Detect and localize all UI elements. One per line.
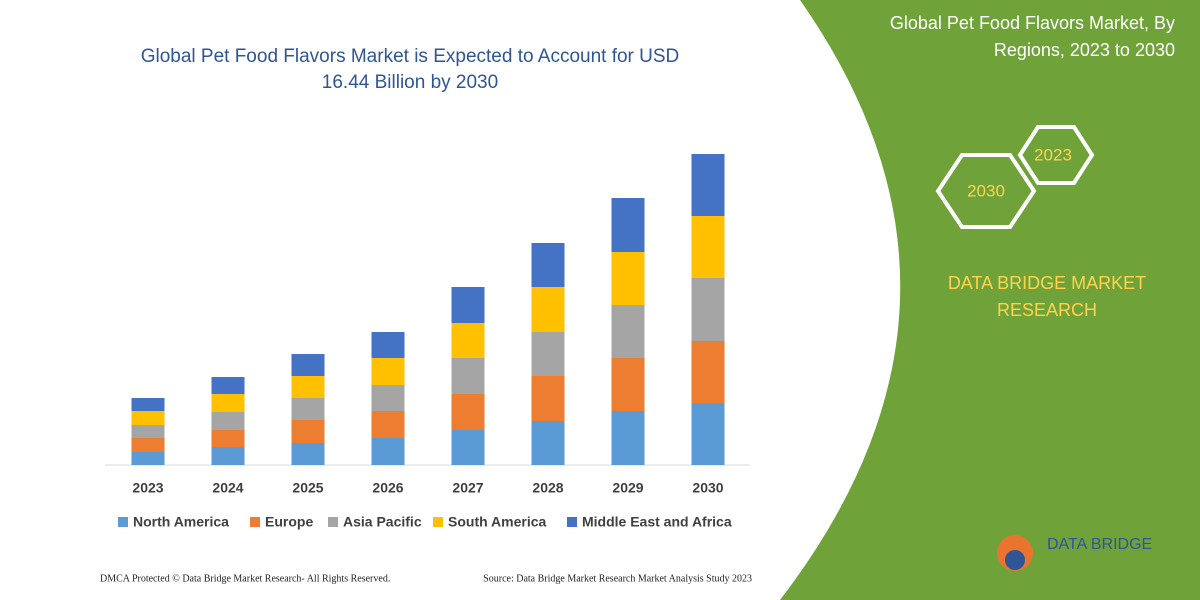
bar-segment: [451, 358, 485, 394]
panel-title: Global Pet Food Flavors Market, By: [890, 13, 1175, 33]
x-tick-label: 2023: [132, 480, 163, 496]
bar-segment: [611, 198, 645, 252]
panel-title: Regions, 2023 to 2030: [994, 40, 1175, 60]
footer-right: Source: Data Bridge Market Research Mark…: [483, 573, 752, 584]
bar-segment: [131, 425, 165, 438]
bar-segment: [211, 377, 245, 394]
chart-title: 16.44 Billion by 2030: [322, 72, 498, 93]
legend-label: Europe: [265, 514, 313, 530]
green-panel: [780, 0, 1200, 600]
bar-segment: [291, 354, 325, 376]
bar-segment: [131, 411, 165, 425]
bar-segment: [371, 358, 405, 385]
bar-segment: [531, 243, 565, 287]
logo-text: DATA BRIDGE: [1047, 536, 1152, 553]
bar-segment: [451, 394, 485, 430]
bar-segment: [691, 154, 725, 216]
bar-segment: [131, 398, 165, 411]
bar-segment: [291, 420, 325, 443]
legend-swatch: [250, 517, 260, 527]
bar-segment: [611, 252, 645, 305]
bar-segment: [611, 358, 645, 411]
bar-segment: [451, 323, 485, 358]
bar-segment: [211, 394, 245, 412]
legend-label: Middle East and Africa: [582, 514, 732, 530]
hexagon-label: 2030: [967, 181, 1005, 200]
hexagon-label: 2023: [1034, 145, 1072, 164]
bar-segment: [531, 376, 565, 421]
chart-title: Global Pet Food Flavors Market is Expect…: [141, 46, 680, 67]
bar-segment: [531, 332, 565, 376]
logo-icon: [1005, 550, 1025, 570]
x-tick-label: 2026: [372, 480, 403, 496]
bar-segment: [691, 403, 725, 465]
bar-segment: [291, 443, 325, 465]
x-tick-label: 2029: [612, 480, 643, 496]
legend-label: Asia Pacific: [343, 514, 422, 530]
x-tick-label: 2024: [212, 480, 243, 496]
bar-segment: [451, 430, 485, 465]
bar-segment: [291, 398, 325, 420]
bar-segment: [371, 438, 405, 465]
hexagon: [1017, 125, 1095, 185]
bar-segment: [531, 287, 565, 332]
legend-swatch: [567, 517, 577, 527]
bar-segment: [371, 411, 405, 438]
legend-label: South America: [448, 514, 546, 530]
bar-segment: [691, 216, 725, 278]
bar-segment: [131, 438, 165, 452]
x-tick-label: 2025: [292, 480, 323, 496]
bar-segment: [211, 447, 245, 465]
bar-segment: [211, 412, 245, 430]
brand: RESEARCH: [997, 300, 1097, 320]
bar-segment: [291, 376, 325, 398]
hexagon: [935, 153, 1037, 229]
legend-swatch: [328, 517, 338, 527]
footer-left: DMCA Protected © Data Bridge Market Rese…: [100, 573, 390, 584]
legend-label: North America: [133, 514, 229, 530]
bar-segment: [371, 385, 405, 411]
bar-segment: [611, 411, 645, 465]
bar-segment: [451, 287, 485, 323]
bar-segment: [611, 305, 645, 358]
bar-segment: [691, 278, 725, 341]
x-tick-label: 2030: [692, 480, 723, 496]
x-tick-label: 2027: [452, 480, 483, 496]
bar-segment: [691, 341, 725, 403]
legend-swatch: [118, 517, 128, 527]
legend-swatch: [433, 517, 443, 527]
bar-segment: [531, 421, 565, 465]
brand: DATA BRIDGE MARKET: [948, 273, 1146, 293]
bar-segment: [211, 430, 245, 447]
x-tick-label: 2028: [532, 480, 563, 496]
bar-segment: [371, 332, 405, 358]
bar-segment: [131, 452, 165, 465]
